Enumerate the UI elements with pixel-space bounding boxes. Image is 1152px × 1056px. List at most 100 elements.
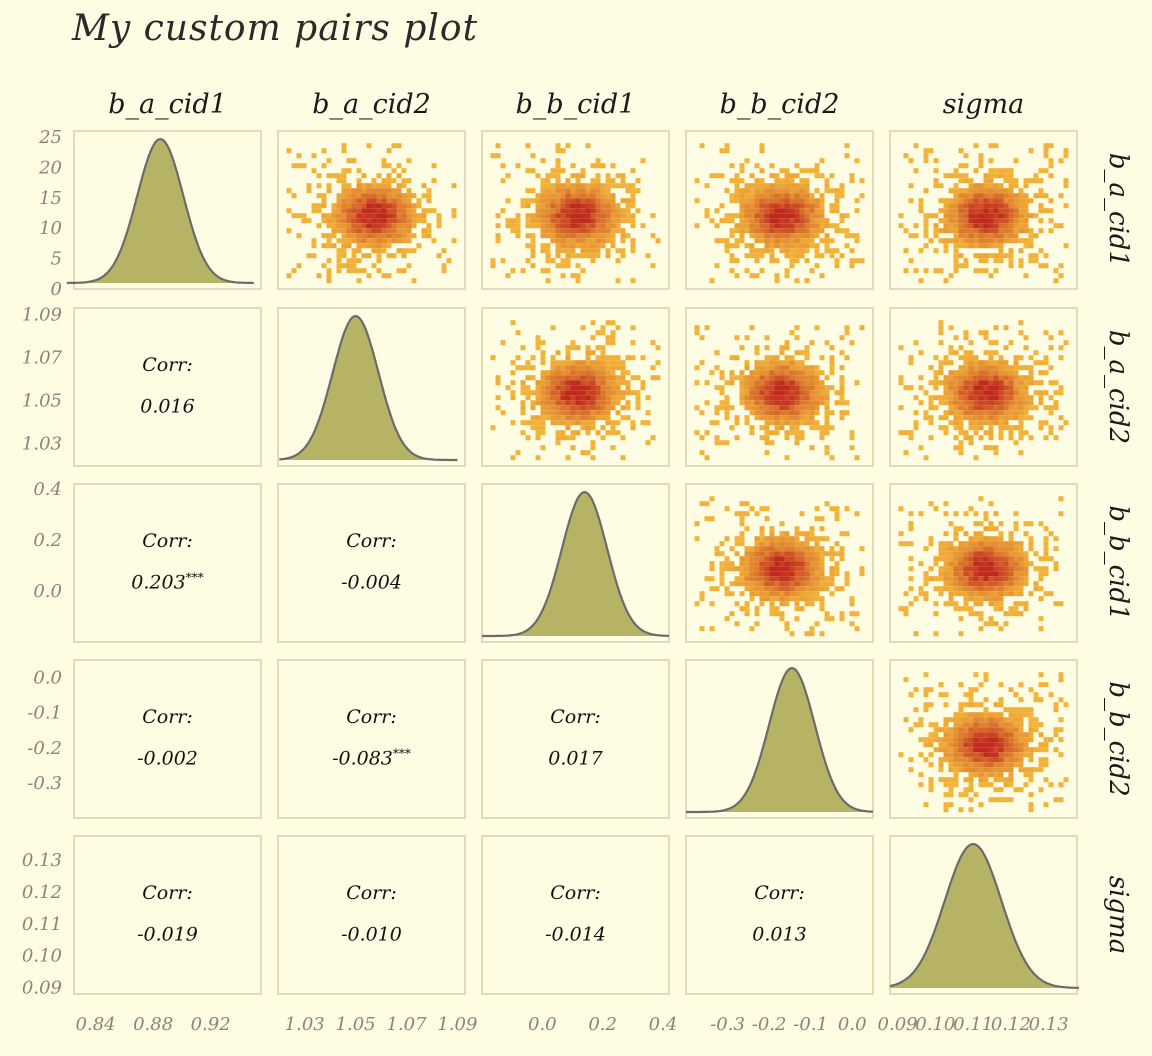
heatmap-bin <box>943 395 949 401</box>
heatmap-bin <box>739 238 745 244</box>
heatmap-bin <box>794 218 800 224</box>
heatmap-bin <box>774 430 780 436</box>
heatmap-bin <box>1023 742 1029 748</box>
heatmap-bin <box>804 243 810 249</box>
heatmap-bin <box>769 390 775 396</box>
heatmap-bin <box>724 440 730 446</box>
heatmap-bin <box>774 183 780 189</box>
heatmap-bin <box>744 335 750 341</box>
heatmap-bin <box>953 335 959 341</box>
heatmap-bin <box>953 400 959 406</box>
heatmap-bin <box>794 410 800 416</box>
heatmap-bin <box>316 193 322 199</box>
heatmap-bin <box>754 571 760 577</box>
heatmap-bin <box>953 420 959 426</box>
heatmap-bin <box>774 546 780 552</box>
heatmap-bin <box>774 173 780 179</box>
heatmap-bin <box>963 380 969 386</box>
heatmap-bin <box>1008 248 1014 254</box>
heatmap-bin <box>406 178 412 184</box>
heatmap-bin <box>426 233 432 239</box>
y-tick-label: -0.1 <box>27 703 62 724</box>
y-tick-label: 1.09 <box>22 304 62 325</box>
heatmap-bin <box>809 375 815 381</box>
density-fill-b_b_cid2 <box>686 668 873 812</box>
heatmap-bin <box>336 268 342 274</box>
heatmap-bin <box>640 355 646 361</box>
heatmap-bin <box>590 445 596 451</box>
heatmap-bin <box>739 385 745 391</box>
heatmap-bin <box>764 345 770 351</box>
heatmap-bin <box>630 198 636 204</box>
heatmap-bin <box>560 395 566 401</box>
heatmap-bin <box>321 148 327 154</box>
heatmap-bin <box>993 350 999 356</box>
heatmap-bin <box>928 405 934 411</box>
heatmap-bin <box>346 183 352 189</box>
heatmap-bin <box>301 218 307 224</box>
heatmap-bin <box>978 616 984 622</box>
heatmap-bin <box>724 143 730 149</box>
heatmap-bin <box>953 258 959 264</box>
heatmap-bin <box>754 561 760 567</box>
heatmap-bin <box>739 375 745 381</box>
heatmap-bin <box>391 178 397 184</box>
heatmap-bin <box>311 208 317 214</box>
heatmap-bin <box>988 445 994 451</box>
heatmap-bin <box>784 193 790 199</box>
heatmap-bin <box>1003 365 1009 371</box>
heatmap-bin <box>918 208 924 214</box>
heatmap-bin <box>769 203 775 209</box>
heatmap-bin <box>779 586 785 592</box>
heatmap-bin <box>1008 203 1014 209</box>
heatmap-bin <box>789 576 795 582</box>
heatmap-bin <box>819 355 825 361</box>
heatmap-bin <box>953 576 959 582</box>
heatmap-bin <box>749 228 755 234</box>
heatmap-bin <box>824 616 830 622</box>
heatmap-bin <box>844 330 850 336</box>
heatmap-bin <box>1008 561 1014 567</box>
heatmap-bin <box>844 153 850 159</box>
heatmap-bin <box>923 802 929 808</box>
heatmap-bin <box>958 163 964 169</box>
heatmap-bin <box>1008 213 1014 219</box>
heatmap-bin <box>988 355 994 361</box>
heatmap-bin <box>620 455 626 461</box>
heatmap-bin <box>968 767 974 773</box>
heatmap-bin <box>595 415 601 421</box>
heatmap-bin <box>988 797 994 803</box>
heatmap-bin <box>709 566 715 572</box>
heatmap-bin <box>953 747 959 753</box>
heatmap-bin <box>500 178 506 184</box>
heatmap-bin <box>988 722 994 728</box>
heatmap-bin <box>605 228 611 234</box>
heatmap-bin <box>1033 360 1039 366</box>
heatmap-bin <box>754 233 760 239</box>
heatmap-bin <box>998 188 1004 194</box>
heatmap-bin <box>1018 712 1024 718</box>
heatmap-bin <box>784 405 790 411</box>
heatmap-bin <box>555 228 561 234</box>
heatmap-bin <box>923 702 929 708</box>
heatmap-bin <box>804 556 810 562</box>
heatmap-bin <box>973 556 979 562</box>
heatmap-bin <box>635 390 641 396</box>
heatmap-bin <box>834 561 840 567</box>
heatmap-bin <box>580 425 586 431</box>
heatmap-bin <box>943 556 949 562</box>
heatmap-bin <box>918 561 924 567</box>
heatmap-bin <box>988 223 994 229</box>
heatmap-bin <box>605 183 611 189</box>
heatmap-bin <box>983 380 989 386</box>
heatmap-bin <box>789 223 795 229</box>
heatmap-bin <box>958 717 964 723</box>
heatmap-bin <box>963 335 969 341</box>
heatmap-bin <box>381 218 387 224</box>
heatmap-bin <box>1003 576 1009 582</box>
heatmap-bin <box>948 173 954 179</box>
heatmap-bin <box>550 173 556 179</box>
heatmap-bin <box>804 188 810 194</box>
heatmap-bin <box>520 430 526 436</box>
heatmap-bin <box>958 410 964 416</box>
